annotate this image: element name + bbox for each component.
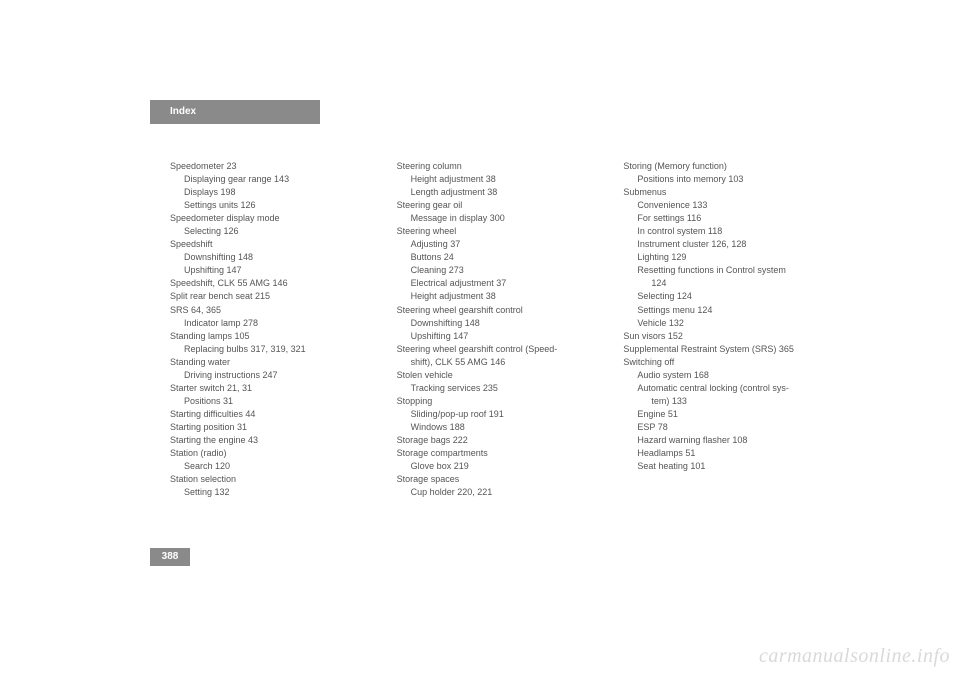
index-entry: Lighting 129 bbox=[623, 251, 830, 264]
index-column-2: Steering columnHeight adjustment 38Lengt… bbox=[397, 160, 604, 499]
index-entry: Split rear bench seat 215 bbox=[170, 290, 377, 303]
index-entry: Length adjustment 38 bbox=[397, 186, 604, 199]
index-entry: Glove box 219 bbox=[397, 460, 604, 473]
index-entry: Supplemental Restraint System (SRS) 365 bbox=[623, 343, 830, 356]
index-entry: Convenience 133 bbox=[623, 199, 830, 212]
index-entry: Starting difficulties 44 bbox=[170, 408, 377, 421]
index-entry: Storing (Memory function) bbox=[623, 160, 830, 173]
index-entry: Adjusting 37 bbox=[397, 238, 604, 251]
index-entry: Steering wheel gearshift control (Speed- bbox=[397, 343, 604, 356]
index-entry: Setting 132 bbox=[170, 486, 377, 499]
index-entry: Steering wheel bbox=[397, 225, 604, 238]
index-entry: Steering gear oil bbox=[397, 199, 604, 212]
index-entry: Headlamps 51 bbox=[623, 447, 830, 460]
index-entry: Indicator lamp 278 bbox=[170, 317, 377, 330]
index-entry: Buttons 24 bbox=[397, 251, 604, 264]
index-entry: For settings 116 bbox=[623, 212, 830, 225]
index-entry: Starting position 31 bbox=[170, 421, 377, 434]
watermark-text: carmanualsonline.info bbox=[759, 645, 950, 667]
index-entry: Engine 51 bbox=[623, 408, 830, 421]
index-entry: Storage spaces bbox=[397, 473, 604, 486]
index-entry: Storage compartments bbox=[397, 447, 604, 460]
index-entry: Vehicle 132 bbox=[623, 317, 830, 330]
index-entry: Hazard warning flasher 108 bbox=[623, 434, 830, 447]
section-tab-label: Index bbox=[170, 106, 196, 117]
index-entry: Electrical adjustment 37 bbox=[397, 277, 604, 290]
index-entry: Cleaning 273 bbox=[397, 264, 604, 277]
section-tab: Index bbox=[150, 100, 320, 124]
index-column-3: Storing (Memory function)Positions into … bbox=[623, 160, 830, 499]
index-entry: Settings menu 124 bbox=[623, 304, 830, 317]
index-entry: Positions into memory 103 bbox=[623, 173, 830, 186]
index-entry: tem) 133 bbox=[623, 395, 830, 408]
index-entry: Station selection bbox=[170, 473, 377, 486]
index-entry: Displaying gear range 143 bbox=[170, 173, 377, 186]
index-entry: 124 bbox=[623, 277, 830, 290]
index-entry: Standing water bbox=[170, 356, 377, 369]
index-entry: Steering column bbox=[397, 160, 604, 173]
index-entry: In control system 118 bbox=[623, 225, 830, 238]
index-entry: Starting the engine 43 bbox=[170, 434, 377, 447]
index-column-1: Speedometer 23Displaying gear range 143D… bbox=[170, 160, 377, 499]
index-entry: Replacing bulbs 317, 319, 321 bbox=[170, 343, 377, 356]
index-entry: Windows 188 bbox=[397, 421, 604, 434]
index-entry: Standing lamps 105 bbox=[170, 330, 377, 343]
index-entry: Driving instructions 247 bbox=[170, 369, 377, 382]
index-entry: Station (radio) bbox=[170, 447, 377, 460]
index-entry: Sliding/pop-up roof 191 bbox=[397, 408, 604, 421]
index-entry: Cup holder 220, 221 bbox=[397, 486, 604, 499]
index-entry: SRS 64, 365 bbox=[170, 304, 377, 317]
index-entry: Sun visors 152 bbox=[623, 330, 830, 343]
index-content: Speedometer 23Displaying gear range 143D… bbox=[170, 160, 830, 499]
index-entry: Automatic central locking (control sys- bbox=[623, 382, 830, 395]
index-entry: Downshifting 148 bbox=[397, 317, 604, 330]
page-number-text: 388 bbox=[162, 551, 179, 562]
page-number: 388 bbox=[150, 548, 190, 566]
index-entry: Message in display 300 bbox=[397, 212, 604, 225]
index-entry: shift), CLK 55 AMG 146 bbox=[397, 356, 604, 369]
index-entry: Displays 198 bbox=[170, 186, 377, 199]
index-entry: ESP 78 bbox=[623, 421, 830, 434]
index-entry: Resetting functions in Control system bbox=[623, 264, 830, 277]
index-entry: Downshifting 148 bbox=[170, 251, 377, 264]
index-entry: Speedometer 23 bbox=[170, 160, 377, 173]
index-entry: Stopping bbox=[397, 395, 604, 408]
index-entry: Submenus bbox=[623, 186, 830, 199]
index-entry: Upshifting 147 bbox=[170, 264, 377, 277]
index-entry: Audio system 168 bbox=[623, 369, 830, 382]
index-entry: Steering wheel gearshift control bbox=[397, 304, 604, 317]
index-entry: Height adjustment 38 bbox=[397, 290, 604, 303]
index-entry: Positions 31 bbox=[170, 395, 377, 408]
index-entry: Height adjustment 38 bbox=[397, 173, 604, 186]
index-entry: Upshifting 147 bbox=[397, 330, 604, 343]
index-entry: Storage bags 222 bbox=[397, 434, 604, 447]
index-entry: Selecting 124 bbox=[623, 290, 830, 303]
index-entry: Switching off bbox=[623, 356, 830, 369]
index-entry: Instrument cluster 126, 128 bbox=[623, 238, 830, 251]
index-entry: Selecting 126 bbox=[170, 225, 377, 238]
index-entry: Speedshift, CLK 55 AMG 146 bbox=[170, 277, 377, 290]
index-entry: Tracking services 235 bbox=[397, 382, 604, 395]
index-entry: Speedshift bbox=[170, 238, 377, 251]
index-entry: Settings units 126 bbox=[170, 199, 377, 212]
index-entry: Search 120 bbox=[170, 460, 377, 473]
index-entry: Stolen vehicle bbox=[397, 369, 604, 382]
watermark: carmanualsonline.info bbox=[759, 645, 950, 668]
index-entry: Speedometer display mode bbox=[170, 212, 377, 225]
index-entry: Starter switch 21, 31 bbox=[170, 382, 377, 395]
index-entry: Seat heating 101 bbox=[623, 460, 830, 473]
